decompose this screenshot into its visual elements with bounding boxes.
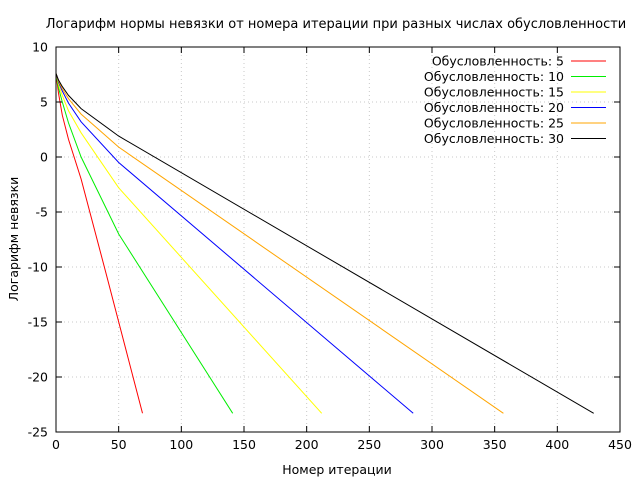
axis-ticks: 0 50 100 150 200 250 300 350 400 450-25-20-15-10-… bbox=[28, 40, 632, 453]
series-line bbox=[55, 73, 234, 414]
x-tick-label: 150 bbox=[232, 437, 256, 452]
legend-label: Обусловленность: 20 bbox=[424, 100, 564, 115]
x-tick-label: 250 bbox=[357, 437, 381, 452]
x-axis-label: Номер итерации bbox=[282, 462, 392, 477]
series-line bbox=[55, 73, 504, 414]
y-tick-label: -5 bbox=[36, 205, 48, 220]
series-line bbox=[55, 73, 594, 414]
plot-frame bbox=[55, 46, 621, 433]
x-tick-label: 450 bbox=[608, 437, 632, 452]
legend-label: Обусловленность: 5 bbox=[432, 54, 564, 69]
grid bbox=[56, 47, 620, 432]
legend-label: Обусловленность: 15 bbox=[424, 85, 564, 100]
y-tick-label: -15 bbox=[28, 315, 48, 330]
series-line bbox=[55, 73, 323, 414]
legend-label: Обусловленность: 10 bbox=[424, 69, 564, 84]
y-tick-label: 10 bbox=[32, 40, 48, 55]
y-tick-label: -25 bbox=[28, 425, 48, 440]
x-tick-label: 350 bbox=[483, 437, 507, 452]
y-tick-label: -10 bbox=[28, 260, 48, 275]
legend-label: Обусловленность: 30 bbox=[424, 131, 564, 146]
x-tick-label: 200 bbox=[295, 437, 319, 452]
x-tick-label: 0 bbox=[52, 437, 60, 452]
y-tick-label: 5 bbox=[40, 95, 48, 110]
y-tick-label: -20 bbox=[28, 370, 48, 385]
y-axis-label: Логарифм невязки bbox=[6, 177, 21, 302]
x-tick-label: 50 bbox=[111, 437, 127, 452]
series-line bbox=[55, 73, 143, 414]
series-line bbox=[55, 73, 414, 414]
x-tick-label: 400 bbox=[545, 437, 569, 452]
x-tick-label: 100 bbox=[169, 437, 193, 452]
x-tick-label: 300 bbox=[420, 437, 444, 452]
y-tick-label: 0 bbox=[40, 150, 48, 165]
series-lines bbox=[55, 73, 594, 414]
legend-label: Обусловленность: 25 bbox=[424, 116, 564, 131]
chart-title: Логарифм нормы невязки от номера итераци… bbox=[46, 17, 627, 32]
